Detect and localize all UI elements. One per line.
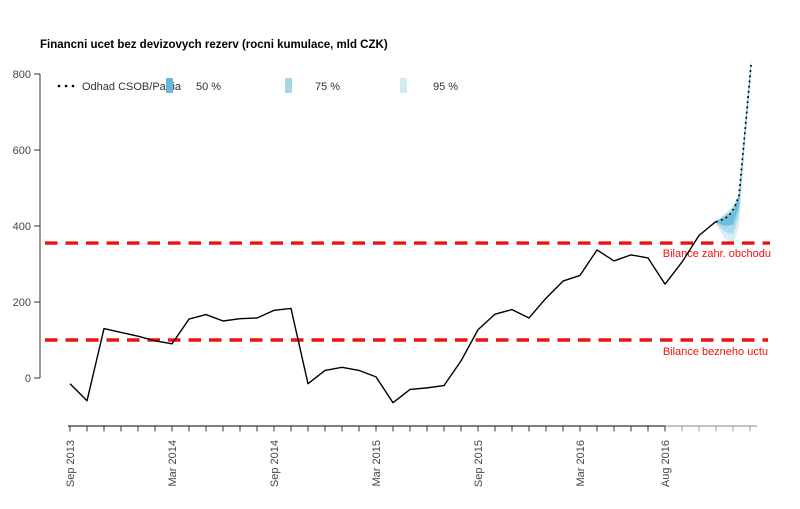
x-axis-tick-label: Mar 2016 (575, 440, 587, 486)
y-axis-tick-label: 0 (25, 373, 31, 385)
legend-estimate-label: Odhad CSOB/Patria (82, 81, 182, 93)
y-axis-tick-label: 200 (13, 297, 31, 309)
x-axis: Sep 2013 Mar 2014 Sep 2014 Mar 2015 Sep 2015… (65, 425, 757, 487)
y-axis-tick-label: 800 (13, 69, 31, 81)
chart-title: Financni ucet bez devizovych rezerv (roc… (40, 39, 388, 51)
legend: Odhad CSOB/Patria 50 % 75 % 95 % (57, 78, 458, 93)
y-axis-tick-label: 400 (13, 221, 31, 233)
x-axis-tick-label: Sep 2015 (473, 440, 485, 487)
forecast-dotted-line (715, 64, 752, 223)
forecast-uncertainty-fan (716, 56, 752, 246)
x-axis-tick-label: Mar 2014 (167, 440, 179, 486)
band-95-swatch-icon (400, 78, 407, 93)
legend-band-95-label: 95 % (433, 81, 458, 93)
x-axis-tick-label: Sep 2013 (65, 440, 77, 487)
y-axis: 0 200 400 600 800 (13, 69, 41, 385)
x-axis-tick-label: Sep 2014 (269, 440, 281, 487)
actual-series-line (69, 220, 717, 404)
actual-line-path (69, 220, 717, 404)
forecast-line-path (715, 64, 752, 223)
trade-balance-reference-label: Bilance zahr. obchodu (663, 248, 771, 260)
x-axis-tick-label: Mar 2015 (371, 440, 383, 486)
legend-band-50-label: 50 % (196, 81, 221, 93)
fan-band-p75 (716, 59, 752, 235)
current-account-reference-label: Bilance bezneho uctu (663, 346, 768, 358)
y-axis-tick-label: 600 (13, 145, 31, 157)
forecast-line-legend-icon (57, 84, 75, 88)
legend-band-75-label: 75 % (315, 81, 340, 93)
band-75-swatch-icon (285, 78, 292, 93)
x-axis-tick-label: Aug 2016 (660, 440, 672, 487)
fan-band-p50 (716, 61, 752, 227)
band-50-swatch-icon (166, 78, 173, 93)
